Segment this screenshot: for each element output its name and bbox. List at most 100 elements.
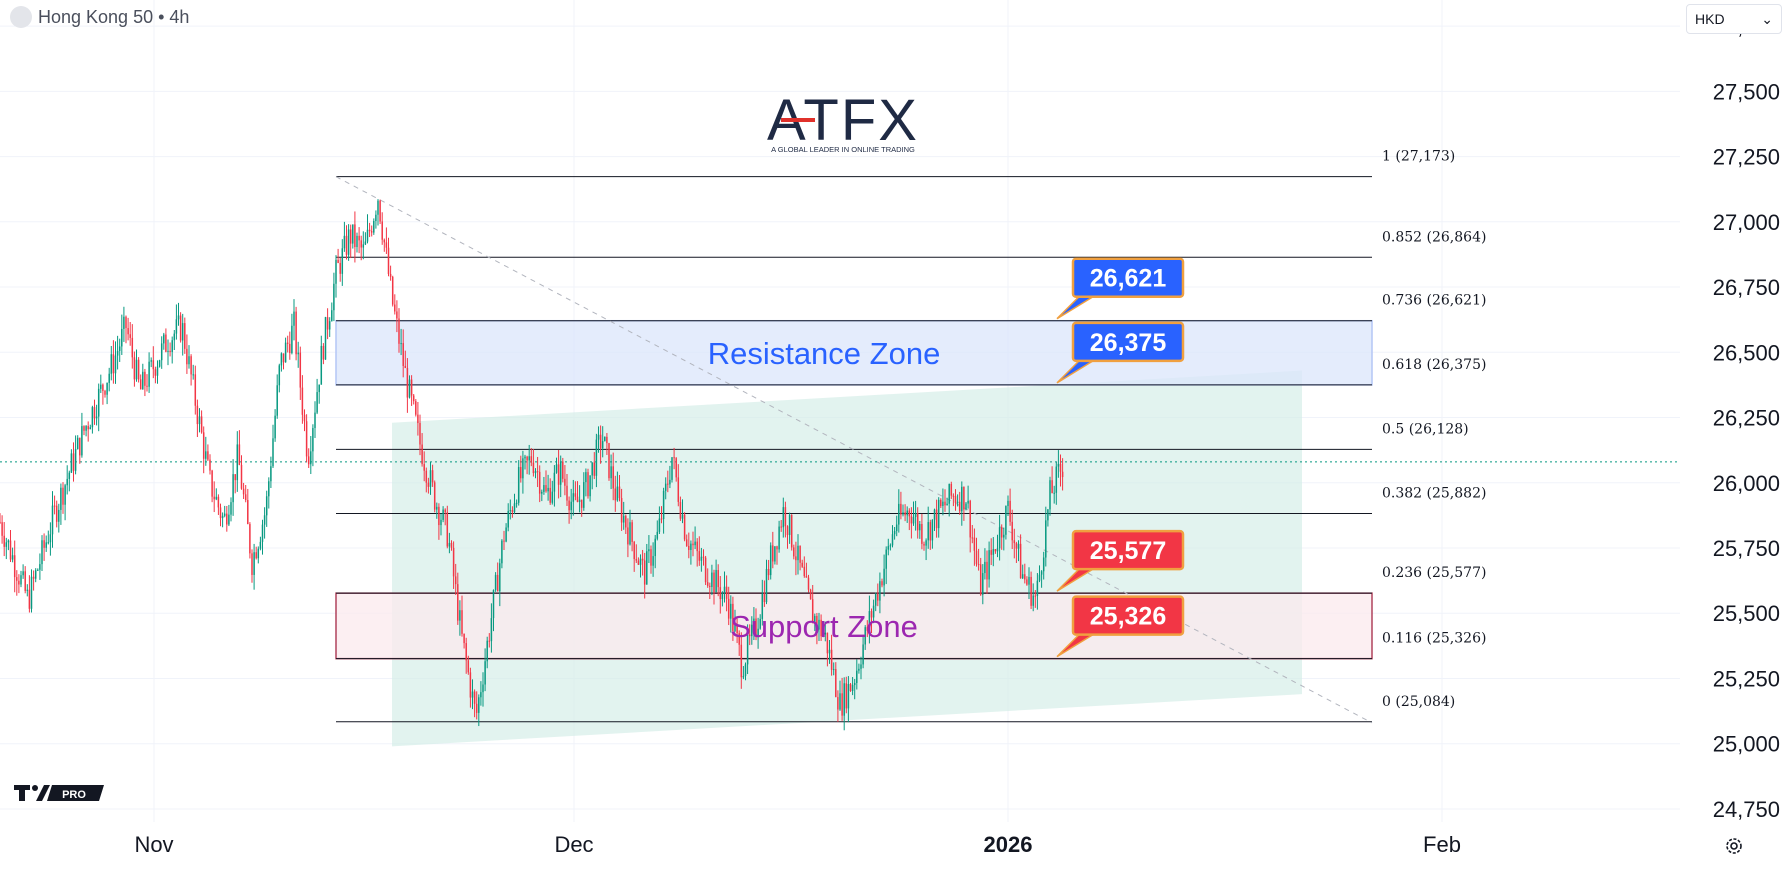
candle-body-down bbox=[954, 496, 957, 503]
axis-layer: 27,75027,50027,25027,00026,75026,50026,2… bbox=[134, 14, 1780, 857]
candle-body-down bbox=[650, 549, 652, 566]
candle-body-up bbox=[1003, 534, 1005, 538]
candle-body-up bbox=[946, 503, 948, 506]
candle-body-up bbox=[1057, 463, 1060, 467]
tradingview-logo[interactable]: PRO bbox=[14, 783, 104, 808]
candle-body-up bbox=[335, 259, 337, 284]
candle-body-down bbox=[614, 488, 617, 501]
candle-body-down bbox=[732, 603, 734, 631]
candle-body-up bbox=[578, 499, 581, 503]
y-axis-tick-label: 26,500 bbox=[1713, 340, 1780, 365]
candle-body-up bbox=[895, 524, 898, 532]
candle-body-up bbox=[998, 527, 1001, 549]
candle-body-up bbox=[847, 684, 850, 709]
candle-body-down bbox=[1019, 543, 1022, 579]
y-axis-tick-label: 25,500 bbox=[1713, 601, 1780, 626]
candle-body-up bbox=[442, 509, 444, 520]
candle-body-down bbox=[186, 348, 188, 365]
candle-body-down bbox=[795, 556, 797, 561]
candle-body-down bbox=[127, 328, 129, 335]
settings-gear-icon[interactable] bbox=[1722, 834, 1746, 858]
candle-body-down bbox=[83, 426, 85, 431]
support-price-callout: 25,326 bbox=[1056, 595, 1185, 658]
candle-body-down bbox=[463, 633, 465, 644]
candle-body-down bbox=[295, 311, 297, 355]
candle-body-up bbox=[310, 451, 312, 465]
zone-labels-layer: Resistance Zone Support Zone bbox=[708, 336, 941, 644]
candle-body-down bbox=[776, 546, 778, 550]
candle-body-up bbox=[797, 545, 799, 561]
callout-pointer bbox=[1056, 295, 1096, 320]
candle-body-up bbox=[230, 502, 232, 515]
candle-body-up bbox=[902, 512, 904, 515]
candle-body-up bbox=[891, 534, 894, 546]
candle-body-down bbox=[337, 259, 339, 263]
candle-body-up bbox=[753, 618, 755, 625]
candle-body-up bbox=[658, 518, 661, 532]
candle-body-down bbox=[370, 231, 373, 233]
candle-body-down bbox=[1026, 579, 1028, 585]
symbol-icon bbox=[10, 6, 32, 28]
candle-body-up bbox=[312, 428, 314, 452]
candle-body-up bbox=[1038, 574, 1041, 581]
candle-body-up bbox=[482, 684, 484, 693]
candle-body-up bbox=[150, 360, 152, 362]
candle-body-down bbox=[9, 540, 12, 560]
candle-body-down bbox=[213, 496, 215, 500]
candle-body-down bbox=[469, 672, 472, 698]
candle-body-down bbox=[211, 470, 213, 497]
currency-select[interactable]: HKD ⌄ bbox=[1686, 4, 1782, 34]
x-axis-tick-label: Nov bbox=[134, 832, 173, 857]
candle-body-up bbox=[629, 522, 631, 545]
candle-body-down bbox=[129, 334, 131, 338]
candle-body-down bbox=[704, 557, 707, 583]
candle-body-down bbox=[713, 572, 715, 593]
candle-body-up bbox=[1007, 500, 1009, 507]
candle-body-up bbox=[984, 561, 986, 574]
chevron-down-icon: ⌄ bbox=[1761, 10, 1773, 27]
candle-body-down bbox=[247, 500, 249, 525]
candle-body-down bbox=[307, 456, 310, 465]
candle-body-down bbox=[830, 649, 833, 670]
fib-level-label: 0.236 (25,577) bbox=[1382, 565, 1486, 581]
fib-level-label: 0.382 (25,882) bbox=[1382, 486, 1486, 502]
candle-body-down bbox=[963, 486, 965, 510]
candle-body-down bbox=[811, 599, 814, 624]
symbol-header[interactable]: Hong Kong 50 • 4h bbox=[10, 6, 189, 28]
y-axis-tick-label: 25,250 bbox=[1713, 666, 1780, 691]
candle-body-down bbox=[790, 515, 793, 548]
candle-body-up bbox=[163, 334, 165, 344]
y-axis-tick-label: 26,250 bbox=[1713, 406, 1780, 431]
candle-body-up bbox=[297, 352, 299, 355]
candle-body-down bbox=[415, 401, 417, 415]
candle-body-up bbox=[328, 321, 331, 330]
candle-body-down bbox=[184, 323, 186, 349]
candle-body-up bbox=[700, 556, 703, 561]
candle-body-down bbox=[322, 345, 325, 360]
x-axis-tick-label: Dec bbox=[554, 832, 593, 857]
candle-body-up bbox=[814, 615, 816, 624]
candle-body-down bbox=[446, 512, 449, 547]
candle-body-down bbox=[417, 414, 419, 424]
candle-body-up bbox=[215, 496, 218, 500]
candle-body-down bbox=[820, 619, 822, 637]
candle-body-down bbox=[389, 273, 392, 277]
candle-body-up bbox=[440, 519, 442, 526]
candle-body-down bbox=[929, 522, 932, 541]
candle-body-up bbox=[5, 542, 8, 547]
candle-body-down bbox=[566, 485, 568, 501]
candle-body-down bbox=[62, 487, 64, 505]
candle-body-down bbox=[444, 509, 446, 513]
candle-body-down bbox=[866, 627, 869, 631]
candle-body-down bbox=[0, 521, 1, 523]
candle-body-up bbox=[47, 542, 50, 544]
candle-body-down bbox=[452, 547, 455, 577]
candle-body-down bbox=[660, 518, 663, 520]
candle-body-up bbox=[257, 548, 260, 559]
candle-body-down bbox=[207, 451, 209, 460]
candle-body-down bbox=[643, 560, 646, 585]
candle-body-up bbox=[956, 501, 959, 503]
candle-body-up bbox=[843, 683, 845, 716]
